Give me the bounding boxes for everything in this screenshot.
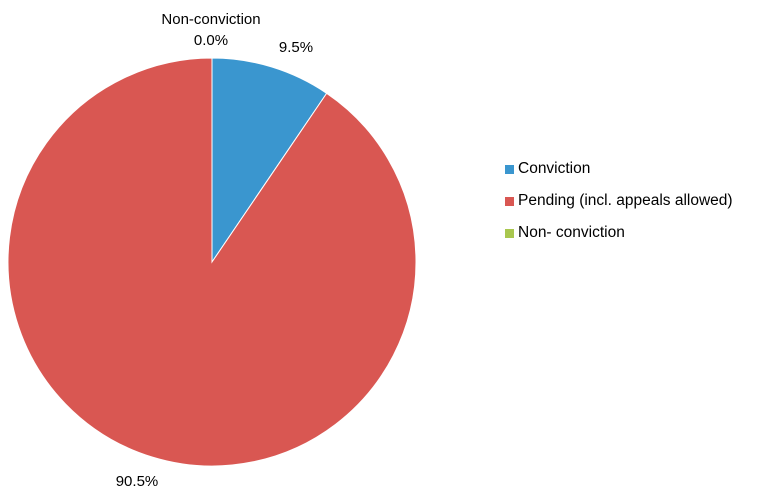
- legend-item-pending: Pending (incl. appeals allowed): [505, 185, 733, 217]
- legend-label-pending: Pending (incl. appeals allowed): [518, 192, 733, 209]
- chart-legend: Conviction Pending (incl. appeals allowe…: [505, 153, 733, 249]
- legend-swatch-conviction: [505, 164, 514, 174]
- legend-item-conviction: Conviction: [505, 153, 733, 185]
- legend-swatch-pending: [505, 196, 514, 206]
- data-label-non-conviction-category: Non-conviction: [161, 11, 260, 28]
- data-label-non-conviction: 0.0%: [194, 32, 228, 49]
- pie-slice-conviction: [211, 57, 328, 264]
- legend-swatch-non-conviction: [505, 228, 514, 238]
- legend-item-non-conviction: Non- conviction: [505, 217, 733, 249]
- legend-label-conviction: Conviction: [518, 160, 591, 177]
- data-label-conviction: 9.5%: [279, 39, 313, 56]
- data-label-pending: 90.5%: [116, 473, 159, 490]
- legend-label-non-conviction: Non- conviction: [518, 224, 625, 241]
